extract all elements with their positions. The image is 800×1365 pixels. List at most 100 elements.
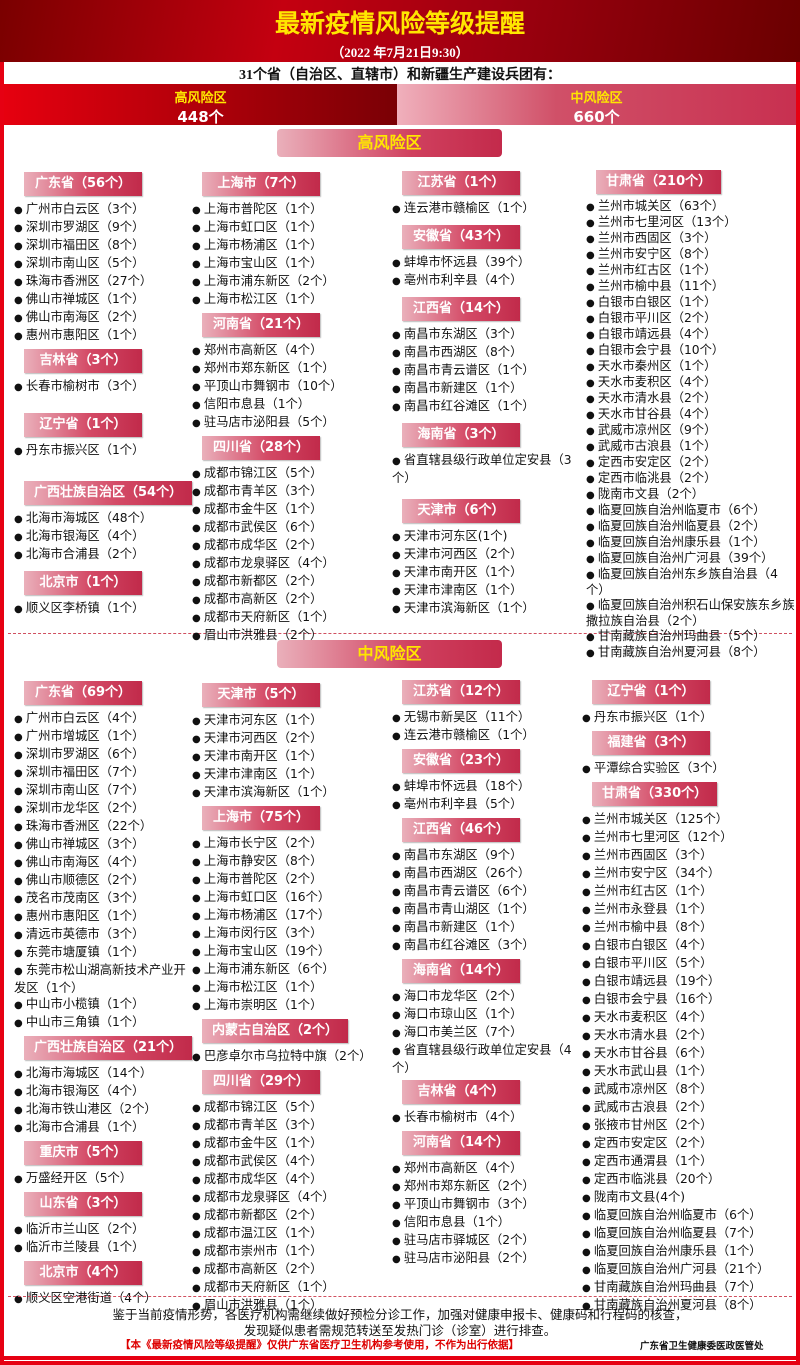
area-list-item: 深圳市南山区（7个） — [14, 782, 190, 800]
area-list-item: 成都市锦江区（5个） — [192, 465, 388, 483]
province-header: 北京市（4个） — [24, 1261, 142, 1285]
province-header: 福建省（3个） — [592, 731, 710, 755]
area-list-item: 珠海市香洲区（27个） — [14, 273, 190, 291]
area-list-item: 上海市宝山区（1个） — [192, 255, 388, 273]
area-list-item: 南昌市青山湖区（1个） — [392, 901, 580, 919]
area-list-item: 天津市津南区（1个） — [192, 766, 388, 784]
bottom-border — [0, 1356, 800, 1360]
area-list-item: 成都市温江区（1个） — [192, 1225, 388, 1243]
area-list-item: 信阳市息县（1个） — [192, 396, 388, 414]
area-list-item: 佛山市禅城区（1个） — [14, 291, 190, 309]
area-list-item: 海口市琼山区（1个） — [392, 1006, 580, 1024]
area-list-item: 陇南市文县（2个） — [586, 487, 796, 503]
province-header: 北京市（1个） — [24, 571, 142, 595]
area-list-item: 郑州市高新区（4个） — [192, 342, 388, 360]
area-list-item: 广州市白云区（3个） — [14, 201, 190, 219]
area-list-item: 陇南市文县(4个) — [582, 1189, 797, 1207]
area-list-item: 广州市白云区（4个） — [14, 710, 190, 728]
area-list-item: 惠州市惠阳区（1个） — [14, 908, 190, 926]
area-list-item: 成都市武侯区（6个） — [192, 519, 388, 537]
province-header: 广西壮族自治区（54个） — [24, 481, 193, 505]
area-list-item: 上海市杨浦区（17个） — [192, 907, 388, 925]
province-header: 上海市（7个） — [202, 172, 320, 196]
area-list-item: 郑州市郑东新区（1个） — [192, 360, 388, 378]
area-list-item: 佛山市禅城区（3个） — [14, 836, 190, 854]
area-list-item: 深圳市福田区（8个） — [14, 237, 190, 255]
area-list-item: 白银市白银区（4个） — [582, 937, 797, 955]
area-list-item: 眉山市洪雅县（2个） — [192, 627, 388, 645]
area-list-item: 天水市甘谷县（4个） — [586, 407, 796, 423]
province-group: 辽宁省（1个） 丹东市振兴区（1个） — [582, 680, 797, 727]
province-group: 江苏省（1个） 连云港市赣榆区（1个） — [392, 171, 584, 218]
area-list-item: 驻马店市驿城区（2个） — [392, 1232, 580, 1250]
area-list-item: 武威市凉州区（9个） — [586, 423, 796, 439]
area-list-item: 白银市平川区（5个） — [582, 955, 797, 973]
area-list-item: 郑州市郑东新区（2个） — [392, 1178, 580, 1196]
high-risk-label: 高风险区 — [174, 91, 227, 106]
area-list-item: 南昌市红谷滩区（3个） — [392, 937, 580, 955]
province-group: 广东省（56个） 广州市白云区（3个）深圳市罗湖区（9个）深圳市福田区（8个）深圳… — [14, 172, 190, 345]
area-list-item: 天水市清水县（2个） — [582, 1027, 797, 1045]
area-list-item: 顺义区李桥镇（1个） — [14, 600, 190, 618]
section-title: 中风险区 — [277, 640, 502, 668]
area-list-item: 南昌市红谷滩区（1个） — [392, 398, 584, 416]
area-list-item: 平潭综合实验区（3个） — [582, 760, 797, 778]
province-header: 江西省（14个） — [402, 297, 520, 321]
province-group: 江西省（46个） 南昌市东湖区（9个）南昌市西湖区（26个）南昌市青云谱区（6个）… — [392, 818, 580, 955]
area-list-item: 佛山市南海区（2个） — [14, 309, 190, 327]
area-list-item: 临夏回族自治州临夏县（7个） — [582, 1225, 797, 1243]
area-list-item: 武威市古浪县（1个） — [586, 439, 796, 455]
area-list-item: 兰州市城关区（63个） — [586, 199, 796, 215]
province-group: 北京市（1个） 顺义区李桥镇（1个） — [14, 571, 190, 618]
area-list-item: 兰州市西固区（3个） — [582, 847, 797, 865]
province-group: 上海市（7个）上海市普陀区（1个）上海市虹口区（1个）上海市杨浦区（1个）上海市… — [192, 172, 388, 309]
area-list-item: 北海市铁山港区（2个） — [14, 1101, 190, 1119]
province-header: 山东省（3个） — [24, 1192, 142, 1216]
area-list-item: 临夏回族自治州临夏市（6个） — [582, 1207, 797, 1225]
province-header: 广东省（56个） — [24, 172, 142, 196]
area-list-item: 万盛经开区（5个） — [14, 1170, 190, 1188]
area-list-item: 兰州市永登县（1个） — [582, 901, 797, 919]
area-list-item: 白银市靖远县（4个） — [586, 327, 796, 343]
area-list-item: 亳州市利辛县（5个） — [392, 796, 580, 814]
province-header: 江苏省（1个） — [402, 171, 520, 195]
province-header: 吉林省（4个） — [402, 1080, 520, 1104]
area-list-item: 成都市新都区（2个） — [192, 1207, 388, 1225]
province-group: 海南省（14个） 海口市龙华区（2个）海口市琼山区（1个）海口市美兰区（7个）省直… — [392, 959, 580, 1076]
area-list-item: 中山市小榄镇（1个） — [14, 996, 190, 1014]
area-list-item: 深圳市福田区（7个） — [14, 764, 190, 782]
area-list-item: 成都市成华区（2个） — [192, 537, 388, 555]
area-list-item: 临夏回族自治州康乐县（1个） — [586, 535, 796, 551]
area-list-item: 兰州市红古区（1个） — [586, 263, 796, 279]
area-list-item: 深圳市南山区（5个） — [14, 255, 190, 273]
intro-text: 31个省（自治区、直辖市）和新疆生产建设兵团有： — [239, 68, 561, 83]
province-group: 吉林省（4个） 长春市榆树市（4个） — [392, 1080, 580, 1127]
area-list-item: 南昌市青云谱区（1个） — [392, 362, 584, 380]
area-list-item: 天水市麦积区（4个） — [586, 375, 796, 391]
province-header: 辽宁省（1个） — [24, 413, 142, 437]
area-list-item: 定西市通渭县（1个） — [582, 1153, 797, 1171]
area-list-item: 成都市高新区（2个） — [192, 1261, 388, 1279]
area-list-item: 甘南藏族自治州玛曲县（5个） — [586, 629, 796, 645]
area-list-item: 北海市银海区（4个） — [14, 1083, 190, 1101]
province-group: 河南省（14个） 郑州市高新区（4个）郑州市郑东新区（2个）平顶山市舞钢市（3个）… — [392, 1131, 580, 1268]
area-list-item: 南昌市新建区（1个） — [392, 919, 580, 937]
medium-risk-label: 中风险区 — [570, 91, 623, 106]
area-list-item: 兰州市七里河区（13个） — [586, 215, 796, 231]
area-list-item: 天水市秦州区（1个） — [586, 359, 796, 375]
area-list-item: 天水市武山县（1个） — [582, 1063, 797, 1081]
area-list-item: 南昌市西湖区（8个） — [392, 344, 584, 362]
area-list-item: 清远市英德市（3个） — [14, 926, 190, 944]
area-list-item: 成都市青羊区（3个） — [192, 1117, 388, 1135]
area-list-item: 兰州市安宁区（8个） — [586, 247, 796, 263]
province-header: 天津市（6个） — [402, 499, 520, 523]
area-list-item: 省直辖县级行政单位定安县（3个） — [392, 452, 584, 486]
province-header: 四川省（29个） — [202, 1070, 320, 1094]
province-header: 安徽省（43个） — [402, 225, 520, 249]
footer-disclaimer: 【本《最新疫情风险等级提醒》仅供广东省医疗卫生机构参考使用，不作为出行依据】 — [120, 1339, 519, 1351]
area-list-item: 定西市安定区（2个） — [582, 1135, 797, 1153]
province-group: 甘肃省（330个） 兰州市城关区（125个）兰州市七里河区（12个）兰州市西固区（… — [582, 782, 797, 1315]
area-list-item: 兰州市红古区（1个） — [582, 883, 797, 901]
province-header: 安徽省（23个） — [402, 749, 520, 773]
